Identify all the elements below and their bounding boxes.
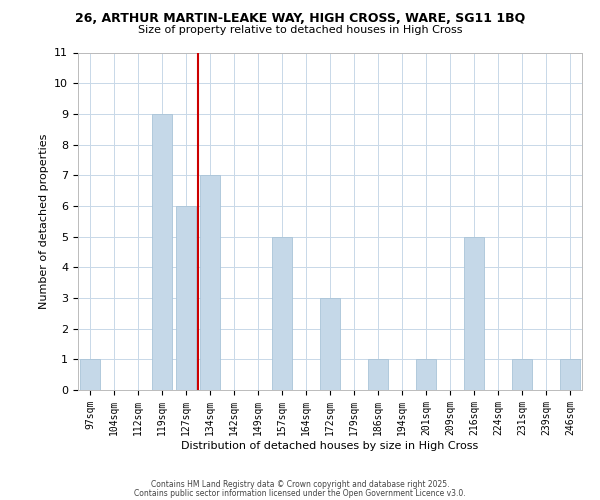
Bar <box>416 360 436 390</box>
Bar <box>512 360 532 390</box>
Bar <box>464 236 484 390</box>
Text: Size of property relative to detached houses in High Cross: Size of property relative to detached ho… <box>138 25 462 35</box>
Text: 26, ARTHUR MARTIN-LEAKE WAY, HIGH CROSS, WARE, SG11 1BQ: 26, ARTHUR MARTIN-LEAKE WAY, HIGH CROSS,… <box>75 12 525 26</box>
Y-axis label: Number of detached properties: Number of detached properties <box>39 134 49 309</box>
Bar <box>200 175 220 390</box>
Text: Contains HM Land Registry data © Crown copyright and database right 2025.: Contains HM Land Registry data © Crown c… <box>151 480 449 489</box>
Bar <box>152 114 172 390</box>
Bar <box>272 236 292 390</box>
X-axis label: Distribution of detached houses by size in High Cross: Distribution of detached houses by size … <box>181 440 479 450</box>
Bar <box>80 360 100 390</box>
Bar <box>560 360 580 390</box>
Text: Contains public sector information licensed under the Open Government Licence v3: Contains public sector information licen… <box>134 488 466 498</box>
Bar <box>176 206 196 390</box>
Bar <box>320 298 340 390</box>
Bar <box>368 360 388 390</box>
